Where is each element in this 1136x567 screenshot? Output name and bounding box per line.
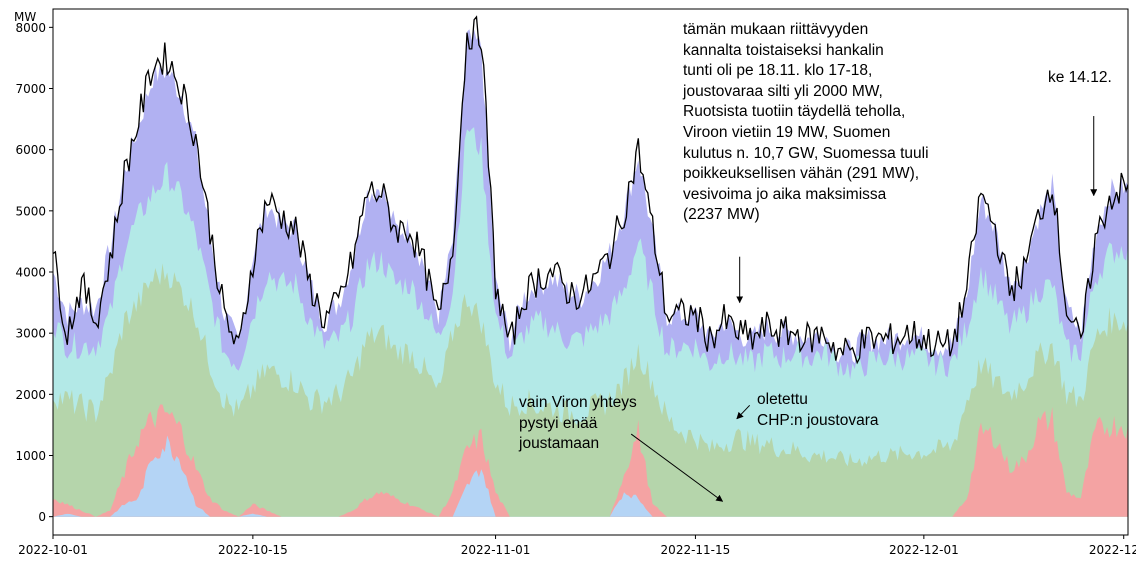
note-line: kannalta toistaiseksi hankalin <box>683 41 884 59</box>
y-tick-label: 5000 <box>15 204 46 218</box>
note-line: pystyi enää <box>519 414 598 432</box>
area-light-blue <box>53 435 1128 517</box>
y-tick-label: 8000 <box>15 21 46 35</box>
note-line: tämän mukaan riittävyyden <box>683 21 869 38</box>
annotation-arrows <box>630 116 1098 502</box>
y-axis: 0 1000 2000 3000 4000 5000 6000 7000 8000 <box>15 21 53 524</box>
x-tick-label: 2022-11-15 <box>661 543 731 557</box>
arrow-estonia <box>630 433 724 502</box>
stacked-areas <box>53 29 1128 517</box>
note-line: kulutus n. 10,7 GW, Suomessa tuuli <box>683 144 929 162</box>
x-tick-label: 2022-12-01 <box>889 543 959 557</box>
y-tick-label: 3000 <box>15 327 46 341</box>
y-tick-label: 4000 <box>15 266 46 280</box>
y-tick-label: 7000 <box>15 82 46 96</box>
note-line: CHP:n joustovara <box>757 411 879 429</box>
note-line: tunti oli pe 18.11. klo 17-18, <box>683 62 873 80</box>
y-tick-label: 1000 <box>15 449 46 463</box>
arrow-chp <box>736 404 751 420</box>
x-tick-label: 2022-11-01 <box>461 543 531 557</box>
hardest-hour-note: tämän mukaan riittävyyden kannalta toist… <box>683 20 929 226</box>
area-green <box>53 263 1128 517</box>
note-line: poikkeuksellisen vähän (291 MW), <box>683 165 920 183</box>
y-tick-label: 0 <box>38 510 46 524</box>
note-line: vain Viron yhteys <box>519 394 637 411</box>
chp-note: oletettu CHP:n joustovara <box>757 390 878 431</box>
note-line: ke 14.12. <box>1048 69 1112 86</box>
note-line: Ruotsista tuotiin täydellä teholla, <box>683 103 906 121</box>
wed-note: ke 14.12. <box>1048 68 1112 89</box>
y-tick-label: 2000 <box>15 388 46 402</box>
estonia-note: vain Viron yhteys pystyi enää joustamaan <box>519 393 637 455</box>
y-unit-label: MW <box>14 10 36 24</box>
x-tick-label: 2022-10-01 <box>18 543 88 557</box>
note-line: vesivoima jo aika maksimissa <box>683 185 887 203</box>
note-line: Viroon vietiin 19 MW, Suomen <box>683 123 891 141</box>
demand-lines <box>53 15 1128 365</box>
x-tick-label: 2022-12-15 <box>1089 543 1136 557</box>
note-line: (2237 MW) <box>683 206 760 224</box>
x-tick-label: 2022-10-15 <box>218 543 288 557</box>
note-line: joustamaan <box>519 435 600 453</box>
x-axis: 2022-10-01 2022-10-15 2022-11-01 2022-11-15… <box>18 535 1136 557</box>
note-line: oletettu <box>757 391 808 408</box>
line-demand <box>53 15 1128 365</box>
y-tick-label: 6000 <box>15 143 46 157</box>
note-line: joustovaraa silti yli 2000 MW, <box>683 82 883 100</box>
